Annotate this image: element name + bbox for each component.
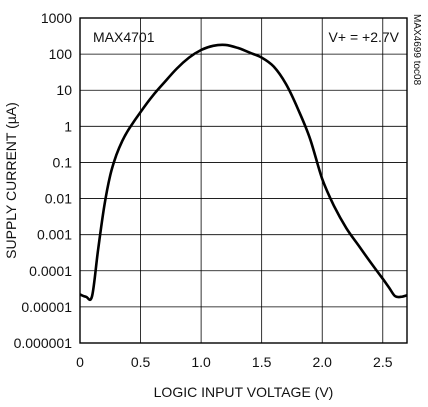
condition-label: V+ = +2.7V xyxy=(329,29,400,45)
y-tick-label: 1000 xyxy=(41,10,72,26)
y-tick-label: 0.1 xyxy=(53,154,73,170)
x-tick-label: 0.5 xyxy=(131,354,151,370)
y-tick-label: 0.01 xyxy=(45,191,72,207)
y-tick-label: 0.001 xyxy=(37,227,72,243)
grid-lines xyxy=(80,18,407,343)
y-tick-label: 100 xyxy=(49,46,73,62)
figure-id-label: MAX4699 toc08 xyxy=(411,14,422,86)
y-tick-label: 0.0001 xyxy=(29,263,72,279)
x-tick-labels: 0 0.5 1.0 1.5 2.0 2.5 xyxy=(76,354,393,370)
y-tick-label: 1 xyxy=(64,118,72,134)
x-tick-label: 1.5 xyxy=(252,354,272,370)
y-tick-label: 0.00001 xyxy=(21,299,72,315)
part-number-label: MAX4701 xyxy=(93,29,155,45)
series-line-0 xyxy=(79,43,408,302)
x-tick-label: 1.0 xyxy=(191,354,211,370)
y-tick-labels: 0.000001 0.00001 0.0001 0.001 0.01 0.1 1 10 100 1… xyxy=(14,10,73,351)
y-axis-title: SUPPLY CURRENT (µA) xyxy=(3,102,19,259)
x-tick-label: 2.5 xyxy=(373,354,393,370)
y-tick-label: 0.000001 xyxy=(14,335,73,351)
x-tick-label: 0 xyxy=(76,354,84,370)
series-layer xyxy=(79,43,408,302)
y-tick-label: 10 xyxy=(56,82,72,98)
plot-frame xyxy=(79,17,408,344)
x-axis-title: LOGIC INPUT VOLTAGE (V) xyxy=(154,384,334,400)
x-tick-label: 2.0 xyxy=(312,354,332,370)
